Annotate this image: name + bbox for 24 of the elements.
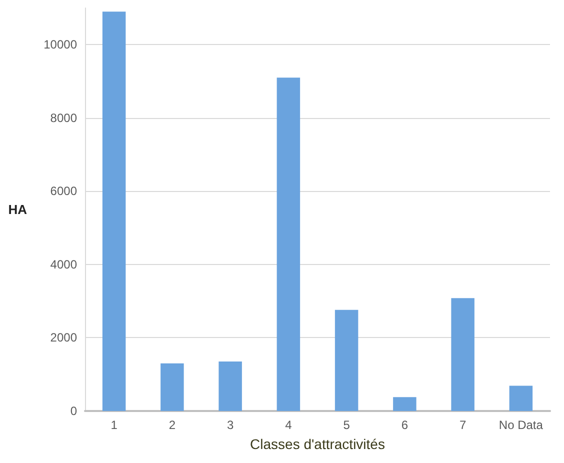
x-tick-label: 5	[343, 418, 350, 432]
bar	[276, 78, 300, 411]
x-tick-label: 3	[226, 418, 234, 432]
x-tick-label: 6	[401, 418, 408, 432]
y-tick-label: 10000	[44, 38, 78, 52]
y-tick-label: 8000	[50, 110, 78, 125]
y-axis-title: HA	[8, 202, 28, 217]
y-tick-label: 2000	[50, 330, 78, 345]
bar	[509, 386, 533, 411]
x-tick-label: 7	[459, 418, 466, 432]
bar	[160, 363, 184, 411]
bar	[451, 298, 474, 411]
x-tick-label: No Data	[498, 418, 544, 432]
x-tick-label: 4	[285, 418, 292, 432]
bar	[218, 362, 242, 411]
bar	[334, 310, 358, 411]
x-axis-title: Classes d'attractivités	[250, 436, 385, 452]
x-tick-label: 1	[110, 418, 118, 432]
y-tick-label: 6000	[50, 184, 78, 198]
x-tick-label: 2	[168, 418, 176, 432]
y-tick-label: 0	[70, 404, 78, 418]
bar	[393, 397, 416, 411]
y-tick-label: 4000	[50, 257, 78, 272]
bar	[102, 12, 126, 411]
